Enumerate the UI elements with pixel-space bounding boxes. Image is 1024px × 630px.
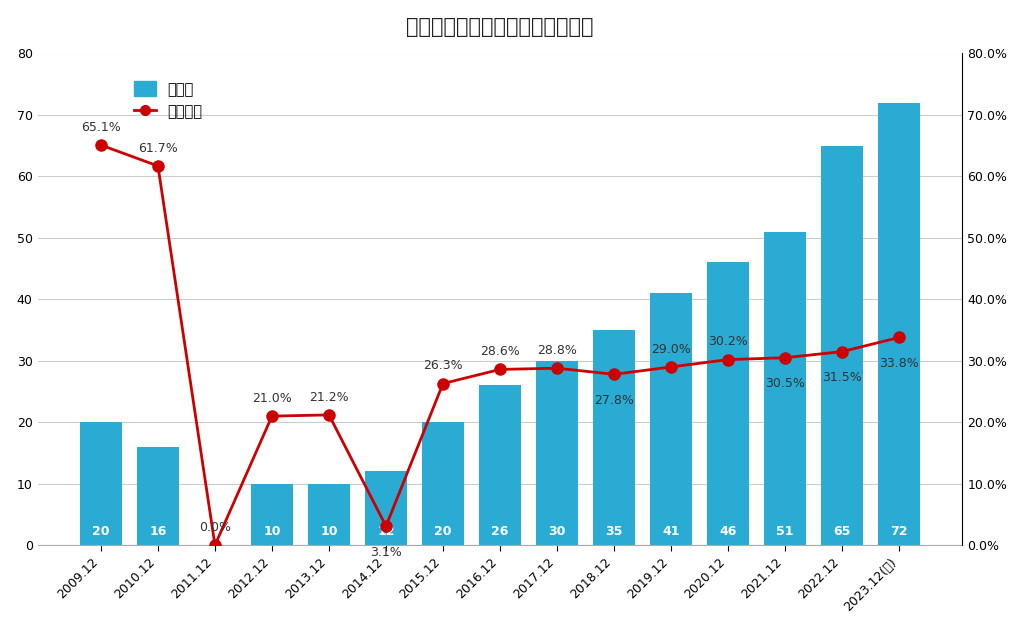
Text: 30.5%: 30.5% [765,377,805,390]
Text: 0.0%: 0.0% [199,521,231,534]
Text: 27.8%: 27.8% [594,394,634,407]
Text: 46: 46 [719,525,736,538]
Text: 31.5%: 31.5% [822,371,862,384]
Text: 26.3%: 26.3% [423,360,463,372]
Text: 28.6%: 28.6% [480,345,520,358]
Text: 30: 30 [548,525,565,538]
Text: 20: 20 [92,525,110,538]
Text: 3.1%: 3.1% [370,546,401,559]
Bar [820,146,863,545]
Bar [649,293,692,545]
Text: 61.7%: 61.7% [138,142,178,155]
Text: 16: 16 [150,525,167,538]
Text: 35: 35 [605,525,623,538]
Text: 33.8%: 33.8% [880,357,919,370]
Bar [422,422,464,545]
Legend: 配当金, 配当性向: 配当金, 配当性向 [128,76,208,125]
Text: 30.2%: 30.2% [709,335,748,348]
Text: 20: 20 [434,525,452,538]
Bar [764,232,807,545]
Bar [593,330,636,545]
Bar [307,484,350,545]
Text: 26: 26 [492,525,509,538]
Bar [136,447,179,545]
Text: 12: 12 [377,525,394,538]
Bar [365,471,408,545]
Text: 21.0%: 21.0% [252,392,292,405]
Text: 21.2%: 21.2% [309,391,349,404]
Bar [80,422,122,545]
Text: 72: 72 [890,525,908,538]
Bar [878,103,921,545]
Text: 65.1%: 65.1% [81,121,121,134]
Text: 29.0%: 29.0% [651,343,691,356]
Bar [251,484,293,545]
Text: 65: 65 [834,525,851,538]
Title: 「配当金」・「配当性向」の推移: 「配当金」・「配当性向」の推移 [407,16,594,37]
Text: 28.8%: 28.8% [537,344,577,357]
Text: 41: 41 [663,525,680,538]
Text: 10: 10 [263,525,281,538]
Text: 0: 0 [211,525,219,538]
Bar [478,386,521,545]
Bar [536,361,579,545]
Text: 51: 51 [776,525,794,538]
Bar [707,263,750,545]
Text: 10: 10 [321,525,338,538]
